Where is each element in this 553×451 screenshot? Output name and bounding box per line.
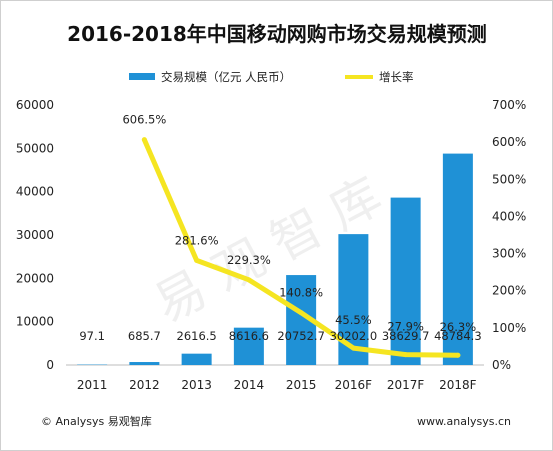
legend-bar-swatch — [129, 73, 155, 80]
bar-value-label: 8616.6 — [229, 329, 269, 343]
y-left-tick-label: 50000 — [16, 141, 54, 155]
x-tick-label: 2015 — [286, 378, 317, 392]
growth-rate-label: 606.5% — [122, 113, 166, 127]
footer-url: www.analysys.cn — [417, 415, 511, 428]
bar — [233, 327, 264, 365]
y-left-tick-label: 30000 — [16, 228, 54, 242]
legend-line-swatch — [345, 75, 373, 79]
x-tick-label: 2011 — [77, 378, 108, 392]
legend-line-label: 增长率 — [379, 70, 414, 84]
growth-rate-label: 281.6% — [175, 233, 219, 247]
growth-rate-label: 26.3% — [440, 320, 477, 334]
x-tick-label: 2012 — [129, 378, 160, 392]
y-right-tick-label: 100% — [492, 321, 526, 335]
y-left-tick-label: 20000 — [16, 271, 54, 285]
y-left-tick-label: 10000 — [16, 315, 54, 329]
growth-rate-label: 27.9% — [387, 320, 424, 334]
bar — [129, 362, 160, 365]
y-left-tick-label: 0 — [46, 358, 54, 372]
y-left-tick-label: 60000 — [16, 98, 54, 112]
bar-value-label: 48784.3 — [434, 329, 482, 343]
growth-rate-label: 45.5% — [335, 313, 372, 327]
growth-rate-point — [194, 257, 200, 263]
growth-rate-point — [246, 277, 252, 283]
y-right-tick-label: 700% — [492, 98, 526, 112]
bar-value-label: 685.7 — [128, 329, 161, 343]
chart-title: 2016-2018年中国移动网购市场交易规模预测 — [67, 22, 487, 46]
x-tick-label: 2017F — [387, 378, 425, 392]
y-right-tick-label: 400% — [492, 209, 526, 223]
growth-rate-point — [350, 345, 356, 351]
y-right-tick-label: 500% — [492, 172, 526, 186]
y-right-tick-label: 300% — [492, 247, 526, 261]
bar — [181, 353, 212, 365]
growth-rate-label: 229.3% — [227, 253, 271, 267]
y-right-tick-label: 600% — [492, 135, 526, 149]
growth-rate-point — [403, 352, 409, 358]
bar-value-label: 20752.7 — [277, 329, 325, 343]
bar-value-label: 30202.0 — [330, 329, 378, 343]
y-left-tick-label: 40000 — [16, 185, 54, 199]
x-tick-label: 2014 — [234, 378, 265, 392]
y-right-tick-label: 0% — [492, 358, 511, 372]
footer-source: © Analysys 易观智库 — [41, 414, 152, 428]
bar-value-label: 38629.7 — [382, 329, 430, 343]
bar — [442, 153, 473, 365]
bar-value-label: 2616.5 — [177, 329, 217, 343]
y-right-tick-label: 200% — [492, 284, 526, 298]
x-tick-label: 2018F — [439, 378, 477, 392]
growth-rate-point — [298, 310, 304, 316]
bar-value-label: 97.1 — [79, 329, 105, 343]
growth-rate-label: 140.8% — [279, 286, 323, 300]
legend-bar-label: 交易规模（亿元 人民币） — [161, 70, 291, 84]
growth-rate-point — [455, 352, 461, 358]
growth-rate-point — [141, 137, 147, 143]
x-tick-label: 2013 — [181, 378, 212, 392]
bar — [390, 197, 421, 365]
x-tick-label: 2016F — [335, 378, 373, 392]
